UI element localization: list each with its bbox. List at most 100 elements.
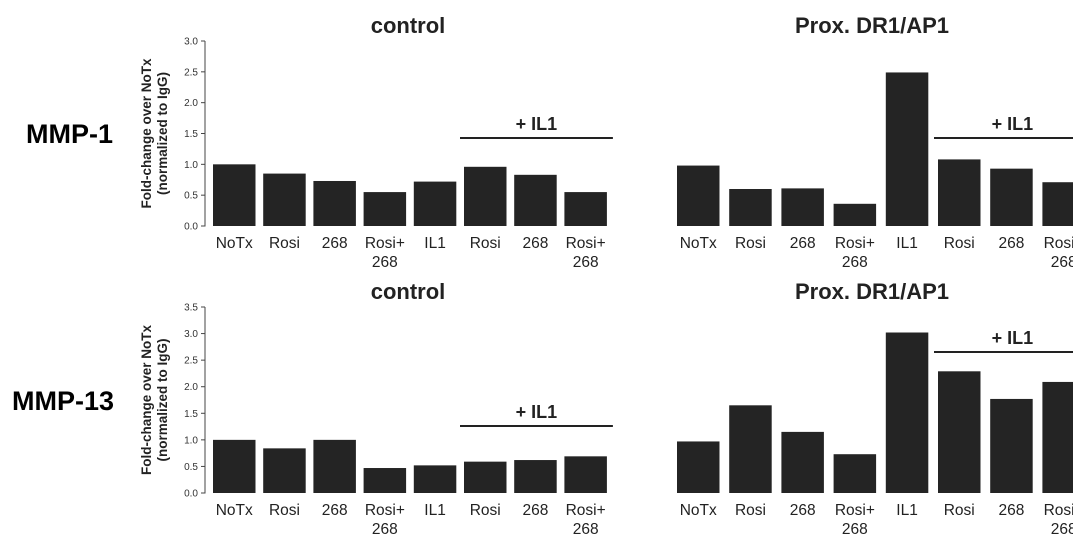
x-tick-label: Rosi+ 268 [365,235,405,271]
y-tick-label: 3.0 [184,37,198,48]
x-tick-label: NoTx [216,235,253,252]
x-tick-label-line: NoTx [680,235,717,252]
x-tick-label-line: Rosi+ [566,235,606,252]
x-tick-label-line: Rosi [470,502,501,519]
bar [833,454,877,493]
y-axis-label-line: (normalized to IgG) [155,72,170,195]
panel-title: Prox. DR1/AP1 [795,13,949,38]
x-tick-label-line: 268 [523,502,549,519]
x-tick-label: Rosi [944,235,975,252]
panel-title: control [371,13,446,38]
y-axis-label-line: (normalized to IgG) [155,339,170,462]
x-tick-label-line: 268 [1051,254,1073,271]
y-tick-label: 2.5 [184,356,198,367]
x-tick-label-line: 268 [322,235,348,252]
y-tick-label: 1.5 [184,129,198,140]
row-label-mmp1: MMP-1 [26,119,113,149]
x-tick-label-line: Rosi+ [1044,235,1073,252]
y-axis-label: Fold-change over NoTx(normalized to IgG) [139,58,170,209]
y-tick-label: 0.5 [184,462,198,473]
x-tick-label-line: 268 [842,254,868,271]
bar [464,166,507,226]
y-tick-label: 0.0 [184,489,198,500]
il1-bracket-label: + IL1 [516,114,558,134]
x-tick-label: Rosi+ 268 [566,235,606,271]
x-tick-label: NoTx [680,235,717,252]
panel-title: Prox. DR1/AP1 [795,279,949,304]
panel-title: control [371,279,446,304]
x-tick-label-line: 268 [573,254,599,271]
y-tick-label: 3.5 [184,303,198,314]
x-tick-label: 268 [999,502,1025,519]
x-tick-label: NoTx [216,502,253,519]
bar [729,405,772,493]
x-tick-label: Rosi [944,502,975,519]
bar [990,398,1033,493]
bar [413,181,457,226]
y-tick-label: 1.0 [184,160,198,171]
x-tick-label: 268 [790,502,816,519]
x-tick-label-line: 268 [842,521,868,534]
x-tick-label: Rosi+ 268 [1044,502,1073,534]
x-tick-label-line: NoTx [216,502,253,519]
x-tick-label-line: NoTx [216,235,253,252]
x-tick-label-line: Rosi+ [365,235,405,252]
y-axis-label-line: Fold-change over NoTx [139,325,154,476]
il1-bracket-label: + IL1 [516,402,558,422]
x-tick-label: Rosi [269,502,300,519]
x-tick-label-line: Rosi+ [566,502,606,519]
y-tick-label: 2.5 [184,67,198,78]
x-tick-label-line: IL1 [424,235,446,252]
bar [885,72,929,226]
bar [781,188,824,226]
bar [514,174,557,226]
x-tick-label: Rosi [470,235,501,252]
y-axis-label: Fold-change over NoTx(normalized to IgG) [139,325,170,476]
bar [677,441,720,493]
x-tick-label-line: Rosi [470,235,501,252]
bar [213,439,256,493]
x-tick-label-line: 268 [523,235,549,252]
y-axis-label-line: Fold-change over NoTx [139,58,154,209]
x-tick-label-line: 268 [1051,521,1073,534]
x-tick-label-line: Rosi+ [365,502,405,519]
bar [885,332,929,493]
x-tick-label: 268 [322,235,348,252]
x-tick-label-line: IL1 [896,502,918,519]
x-tick-label: Rosi+ 268 [566,502,606,534]
x-tick-label: 268 [999,235,1025,252]
x-tick-label: 268 [322,502,348,519]
bar [263,173,306,226]
x-tick-label-line: Rosi+ [835,235,875,252]
x-tick-label: 268 [790,235,816,252]
bar [313,180,356,226]
y-tick-label: 1.5 [184,409,198,420]
bar [564,192,607,226]
x-tick-label: IL1 [896,235,918,252]
bar [990,168,1033,226]
x-tick-label-line: 268 [372,521,398,534]
x-tick-label-line: 268 [573,521,599,534]
x-tick-label: IL1 [896,502,918,519]
x-tick-label: NoTx [680,502,717,519]
x-tick-label-line: Rosi+ [1044,502,1073,519]
x-tick-label-line: IL1 [424,502,446,519]
y-tick-label: 2.0 [184,382,198,393]
chart-mmp1-control: control 0.0 0.5 1.0 1.5 2.0 2.5 3.0 Fold-change … [139,13,613,271]
il1-bracket-label: + IL1 [992,328,1034,348]
bar [464,461,507,493]
x-tick-label-line: 268 [999,502,1025,519]
bar [833,203,877,226]
x-tick-label-line: 268 [372,254,398,271]
x-tick-label: IL1 [424,502,446,519]
bar [677,165,720,226]
bar [564,456,607,493]
x-tick-label-line: Rosi [735,235,766,252]
bar [1042,182,1073,226]
x-tick-label: Rosi [735,502,766,519]
il1-bracket-label: + IL1 [992,114,1034,134]
x-tick-label: Rosi+ 268 [1044,235,1073,271]
bar [938,371,981,493]
x-tick-label: IL1 [424,235,446,252]
